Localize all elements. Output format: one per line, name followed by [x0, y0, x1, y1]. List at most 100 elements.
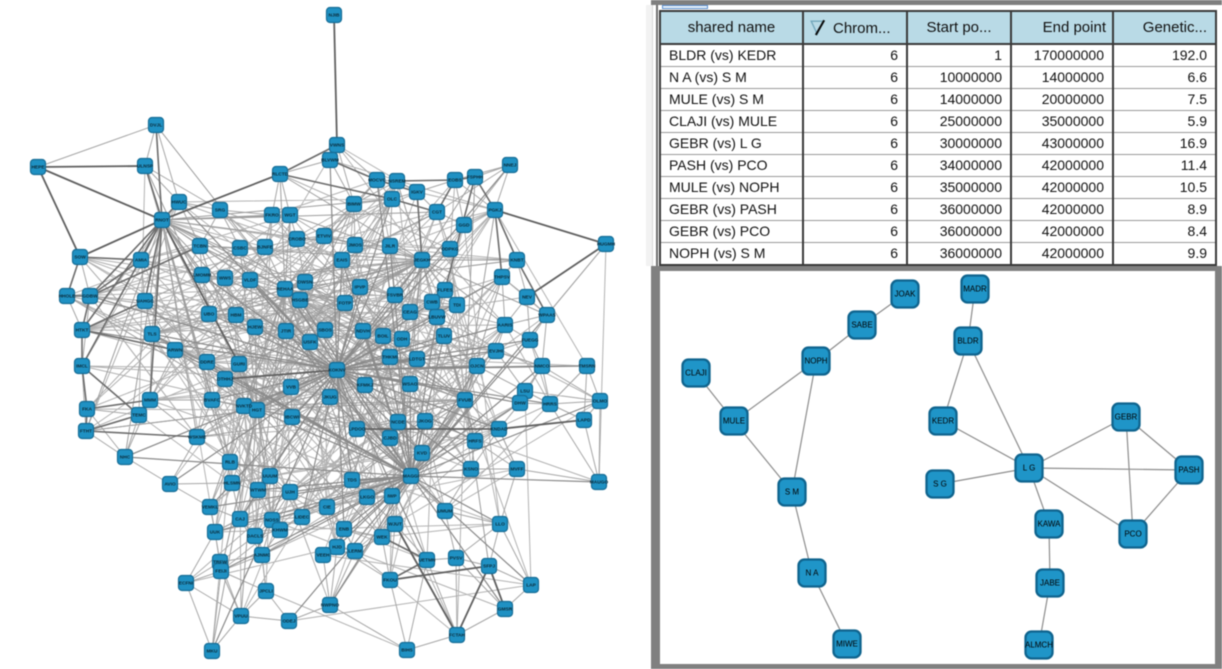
svg-text:CIE: CIE: [323, 505, 332, 511]
svg-text:NJIB: NJIB: [329, 13, 340, 19]
svg-text:AJNMC: AJNMC: [253, 553, 271, 559]
svg-text:HBM: HBM: [231, 313, 242, 319]
svg-text:WPAAS: WPAAS: [538, 313, 556, 319]
svg-text:EAIS: EAIS: [336, 258, 348, 264]
svg-text:HLSMN: HLSMN: [223, 481, 241, 487]
svg-text:LPDOO: LPDOO: [348, 427, 365, 433]
svg-text:SOW: SOW: [74, 255, 86, 261]
svg-text:VWNS: VWNS: [330, 143, 345, 149]
svg-text:UETMN: UETMN: [418, 558, 436, 564]
svg-text:WSKME: WSKME: [188, 435, 207, 441]
svg-text:TEMC: TEMC: [132, 413, 146, 419]
svg-text:L G: L G: [1023, 464, 1036, 473]
svg-text:ARWN: ARWN: [168, 348, 183, 354]
svg-text:CAJ: CAJ: [235, 517, 245, 523]
svg-text:TRFW: TRFW: [213, 560, 227, 566]
svg-text:UMUM: UMUM: [438, 509, 453, 515]
svg-text:NHC: NHC: [120, 455, 131, 461]
svg-text:JABE: JABE: [1040, 579, 1060, 588]
svg-text:FLFES: FLFES: [437, 288, 453, 294]
svg-text:VPUU: VPUU: [234, 614, 248, 620]
svg-text:THKMI: THKMI: [382, 355, 398, 361]
svg-text:LERM: LERM: [348, 549, 362, 555]
svg-text:MAUGO: MAUGO: [590, 480, 609, 486]
svg-text:KSNO: KSNO: [464, 467, 478, 473]
svg-text:BVAFC: BVAFC: [204, 398, 221, 404]
svg-text:UJH: UJH: [285, 490, 295, 496]
svg-text:IMCL: IMCL: [76, 364, 88, 370]
svg-text:MAGGI: MAGGI: [403, 474, 420, 480]
svg-text:GURI: GURI: [233, 362, 246, 368]
svg-text:KNDAD: KNDAD: [490, 427, 508, 433]
svg-text:JPCLI: JPCLI: [259, 589, 273, 595]
svg-text:OLMO: OLMO: [593, 399, 608, 405]
svg-text:IPVP: IPVP: [355, 285, 367, 291]
svg-text:ODEJ: ODEJ: [282, 619, 295, 625]
svg-text:CLAJI: CLAJI: [685, 369, 707, 378]
svg-text:GMSR: GMSR: [498, 607, 513, 613]
svg-text:RLB: RLB: [225, 460, 235, 466]
svg-text:S G: S G: [933, 480, 947, 489]
svg-text:DHW: DHW: [514, 401, 526, 407]
svg-text:HEPE: HEPE: [31, 165, 45, 171]
svg-text:OTHHJ: OTHHJ: [217, 377, 234, 383]
svg-text:WWS: WWS: [219, 276, 232, 282]
svg-text:FKRO: FKRO: [265, 213, 279, 219]
svg-text:GGD: GGD: [459, 223, 470, 229]
svg-text:UUUM: UUUM: [263, 474, 277, 480]
svg-text:ENB: ENB: [339, 527, 350, 533]
svg-text:EVJHI: EVJHI: [489, 349, 504, 355]
svg-text:VVB: VVB: [286, 385, 296, 391]
svg-text:NOPH: NOPH: [804, 357, 827, 366]
svg-text:UUK: UUK: [210, 530, 221, 536]
svg-text:JOAK: JOAK: [895, 290, 917, 299]
svg-text:UBO: UBO: [204, 312, 215, 318]
svg-text:JEGKH: JEGKH: [414, 258, 431, 264]
svg-text:MIWE: MIWE: [836, 640, 858, 649]
svg-text:IWP: IWP: [387, 494, 397, 500]
svg-text:FSVBR: FSVBR: [387, 293, 404, 299]
svg-text:NEV: NEV: [522, 295, 533, 301]
svg-text:LBUVW: LBUVW: [428, 315, 446, 321]
svg-text:TCBN: TCBN: [193, 244, 207, 250]
svg-text:LLO: LLO: [495, 522, 505, 528]
svg-text:S M: S M: [785, 488, 800, 497]
svg-text:HJEW: HJEW: [248, 325, 262, 331]
svg-text:LKGO: LKGO: [360, 495, 374, 501]
svg-text:BLVWM: BLVWM: [321, 158, 339, 164]
svg-text:OLC: OLC: [387, 197, 398, 203]
svg-text:LIDEC: LIDEC: [295, 515, 310, 521]
svg-text:VEEH: VEEH: [316, 553, 330, 559]
svg-text:EOBS: EOBS: [448, 178, 462, 184]
svg-text:CJBD: CJBD: [383, 436, 397, 442]
svg-text:FOTP: FOTP: [339, 301, 353, 307]
svg-text:DVJL: DVJL: [150, 123, 162, 129]
svg-text:HTKT: HTKT: [76, 328, 89, 334]
svg-text:MMM: MMM: [144, 398, 156, 404]
svg-text:IGKV: IGKV: [411, 190, 424, 196]
svg-text:OJCN: OJCN: [470, 364, 484, 370]
svg-text:AARIS: AARIS: [498, 323, 514, 329]
svg-text:RNOT: RNOT: [155, 218, 169, 224]
svg-text:SRG: SRG: [215, 208, 226, 214]
svg-text:FKOU: FKOU: [383, 578, 397, 584]
svg-text:NNEJ: NNEJ: [504, 163, 517, 169]
svg-text:ECFNI: ECFNI: [179, 581, 194, 587]
svg-text:WSAO: WSAO: [403, 382, 418, 388]
svg-text:KNBT: KNBT: [510, 258, 523, 264]
svg-text:WEK: WEK: [376, 535, 388, 541]
svg-text:BLDR: BLDR: [957, 337, 979, 346]
svg-text:JILR: JILR: [385, 244, 396, 250]
svg-text:USFK: USFK: [303, 340, 317, 346]
svg-text:SFPJ: SFPJ: [483, 564, 495, 570]
svg-text:FCTAH: FCTAH: [449, 633, 465, 639]
svg-text:WJUT: WJUT: [388, 522, 402, 528]
svg-text:CWB: CWB: [426, 300, 438, 306]
svg-text:JKUG: JKUG: [323, 395, 337, 401]
svg-text:ETVIV: ETVIV: [317, 234, 332, 240]
svg-text:BIHS: BIHS: [401, 648, 413, 654]
svg-text:ULNSP: ULNSP: [137, 164, 154, 170]
svg-text:PVSV: PVSV: [450, 556, 464, 562]
svg-text:CROBO: CROBO: [288, 237, 306, 243]
svg-text:FVUB: FVUB: [458, 398, 472, 404]
